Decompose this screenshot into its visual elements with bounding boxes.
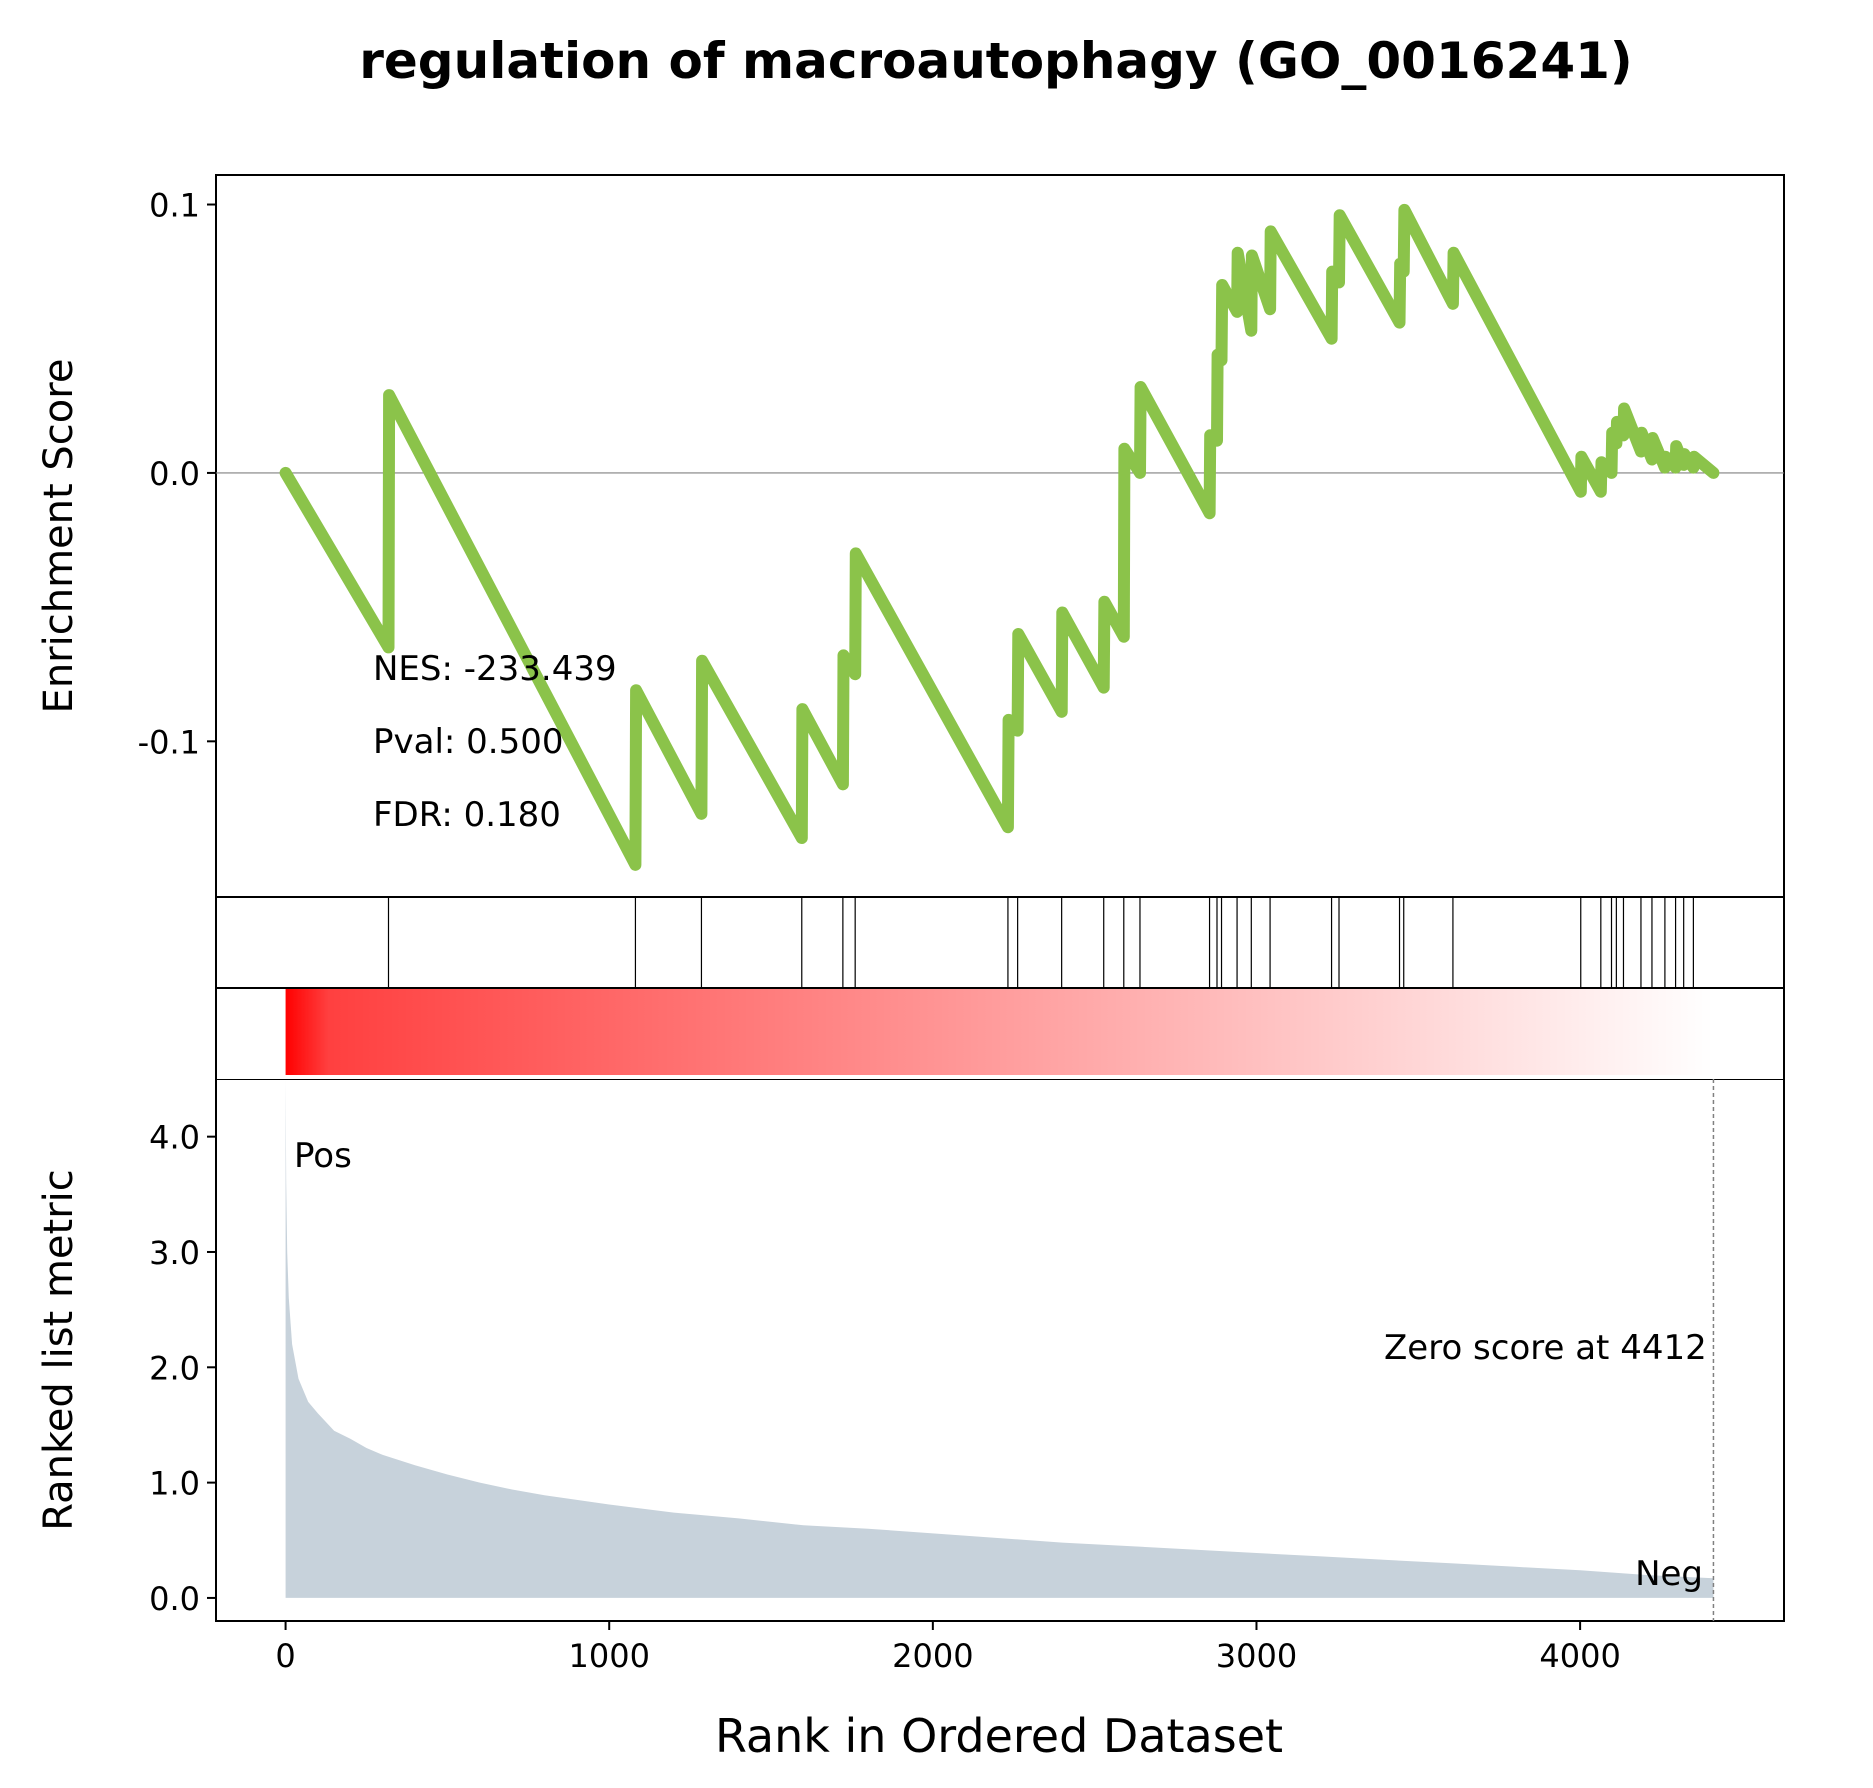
es-panel: 0.1 0.0 -0.1 Enrichment Score NES: -233.43…: [36, 174, 1785, 898]
es-ytick-label: -0.1: [138, 723, 200, 761]
metric-ytick-label: 4.0: [149, 1119, 200, 1157]
nes-annotation: NES: -233.439: [373, 649, 617, 689]
x-tick-label: 1000: [568, 1637, 649, 1675]
metric-ylabel: Ranked list metric: [36, 1169, 82, 1531]
hits-panel-frame: [215, 896, 1785, 989]
hits-panel: [215, 896, 1785, 989]
x-tick-label: 2000: [892, 1637, 973, 1675]
metric-ytick-label: 2.0: [149, 1349, 200, 1387]
x-axis: 0 1000 2000 3000 4000: [275, 1621, 1621, 1675]
es-ylabel: Enrichment Score: [36, 359, 82, 714]
gene-hit-markers: [387, 897, 1694, 988]
metric-ytick-label: 0.0: [149, 1580, 200, 1618]
es-panel-frame: [215, 174, 1785, 898]
es-ytick-label: 0.1: [149, 187, 200, 225]
es-ytick-label: 0.0: [149, 455, 200, 493]
x-tick-label: 0: [275, 1637, 295, 1675]
enrichment-score-line: [279, 203, 1720, 871]
metric-ytick-label: 3.0: [149, 1234, 200, 1272]
x-tick-label: 4000: [1539, 1637, 1620, 1675]
metric-y-axis: 0.0 1.0 2.0 3.0 4.0: [149, 1119, 216, 1618]
x-tick-label: 3000: [1216, 1637, 1297, 1675]
pval-annotation: Pval: 0.500: [373, 722, 564, 762]
es-y-axis: 0.1 0.0 -0.1: [138, 187, 216, 761]
fdr-annotation: FDR: 0.180: [373, 795, 561, 835]
neg-label: Neg: [1635, 1554, 1703, 1594]
zero-score-label: Zero score at 4412: [1384, 1328, 1707, 1368]
chart-title: regulation of macroautophagy (GO_0016241…: [359, 32, 1633, 90]
x-axis-label: Rank in Ordered Dataset: [715, 1709, 1283, 1763]
metric-ytick-label: 1.0: [149, 1465, 200, 1503]
pos-label: Pos: [294, 1136, 352, 1176]
metric-top-mask: [217, 1075, 1783, 1079]
rank-gradient-bar: [285, 989, 1714, 1079]
metric-panel: 0.0 1.0 2.0 3.0 4.0 Ranked list metric Pos N…: [36, 1075, 1785, 1622]
ranked-metric-area: [285, 1079, 1714, 1598]
